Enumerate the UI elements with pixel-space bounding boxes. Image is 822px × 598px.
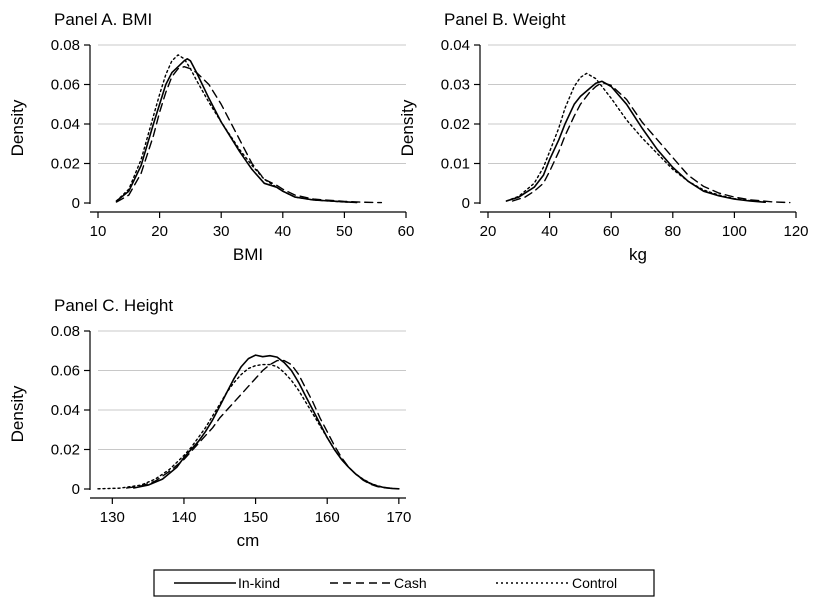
panel-title-height: Panel C. Height bbox=[54, 296, 173, 315]
x-tick-label-bmi-3: 40 bbox=[274, 223, 291, 240]
y-tick-label-weight-0: 0 bbox=[462, 195, 470, 212]
y-tick-label-height-4: 0.08 bbox=[51, 323, 80, 340]
x-tick-label-weight-0: 20 bbox=[480, 223, 497, 240]
y-tick-label-bmi-1: 0.02 bbox=[51, 156, 80, 173]
series-bmi-control bbox=[115, 54, 358, 204]
y-tick-label-weight-3: 0.03 bbox=[441, 77, 470, 94]
series-height-cash bbox=[125, 359, 400, 490]
y-tick-label-height-2: 0.04 bbox=[51, 402, 80, 419]
legend-label-control: Control bbox=[572, 575, 617, 591]
y-tick-label-bmi-4: 0.08 bbox=[51, 37, 80, 54]
y-axis-label-bmi: Density bbox=[8, 99, 27, 156]
y-tick-label-bmi-3: 0.06 bbox=[51, 77, 80, 94]
x-tick-label-height-4: 170 bbox=[386, 509, 411, 526]
series-bmi-cash bbox=[115, 65, 383, 204]
x-tick-label-bmi-2: 30 bbox=[213, 223, 230, 240]
x-axis-label-height: cm bbox=[237, 531, 260, 550]
x-tick-label-height-1: 140 bbox=[171, 509, 196, 526]
legend-box bbox=[153, 569, 655, 597]
x-tick-label-height-2: 150 bbox=[243, 509, 268, 526]
series-height-control bbox=[97, 363, 393, 490]
series-weight-control bbox=[505, 72, 766, 203]
y-tick-label-bmi-2: 0.04 bbox=[51, 116, 80, 133]
x-axis-label-weight: kg bbox=[629, 245, 647, 264]
x-tick-label-height-0: 130 bbox=[100, 509, 125, 526]
panel-bmi: 0 0.02 0.04 0.06 0.08 10 20 30 40 50 60 Panel A. BM… bbox=[8, 10, 414, 264]
panel-title-weight: Panel B. Weight bbox=[444, 10, 566, 29]
x-tick-label-bmi-0: 10 bbox=[90, 223, 107, 240]
panel-height: 0 0.02 0.04 0.06 0.08 130 140 150 160 170 Panel C.… bbox=[8, 296, 411, 550]
x-tick-label-bmi-1: 20 bbox=[151, 223, 168, 240]
x-tick-label-weight-1: 40 bbox=[541, 223, 558, 240]
y-axis-label-height: Density bbox=[8, 385, 27, 442]
legend-label-cash: Cash bbox=[394, 575, 427, 591]
series-weight-cash bbox=[511, 81, 791, 204]
y-tick-label-weight-1: 0.01 bbox=[441, 156, 470, 173]
y-tick-label-height-0: 0 bbox=[72, 481, 80, 498]
y-tick-label-weight-4: 0.04 bbox=[441, 37, 470, 54]
y-tick-label-bmi-0: 0 bbox=[72, 195, 80, 212]
y-axis-label-weight: Density bbox=[398, 99, 417, 156]
y-tick-label-weight-2: 0.02 bbox=[441, 116, 470, 133]
x-tick-label-height-3: 160 bbox=[315, 509, 340, 526]
x-tick-label-weight-4: 100 bbox=[722, 223, 747, 240]
legend-label-in-kind: In-kind bbox=[238, 575, 280, 591]
x-tick-label-weight-3: 80 bbox=[664, 223, 681, 240]
legend: In-kind Cash Control bbox=[153, 569, 655, 597]
x-tick-label-bmi-5: 60 bbox=[398, 223, 415, 240]
x-tick-label-bmi-4: 50 bbox=[336, 223, 353, 240]
x-tick-label-weight-5: 120 bbox=[783, 223, 808, 240]
panel-title-bmi: Panel A. BMI bbox=[54, 10, 152, 29]
panels-group: 0 0.02 0.04 0.06 0.08 10 20 30 40 50 60 Panel A. BM… bbox=[8, 10, 809, 550]
panel-weight: 0 0.01 0.02 0.03 0.04 20 40 60 80 100 120 Panel B. … bbox=[398, 10, 809, 264]
series-height-in-kind bbox=[133, 354, 400, 490]
x-tick-label-weight-2: 60 bbox=[603, 223, 620, 240]
series-bmi-in-kind bbox=[115, 57, 358, 204]
y-tick-label-height-1: 0.02 bbox=[51, 442, 80, 459]
x-axis-label-bmi: BMI bbox=[233, 245, 263, 264]
y-tick-label-height-3: 0.06 bbox=[51, 363, 80, 380]
series-weight-in-kind bbox=[505, 80, 767, 203]
